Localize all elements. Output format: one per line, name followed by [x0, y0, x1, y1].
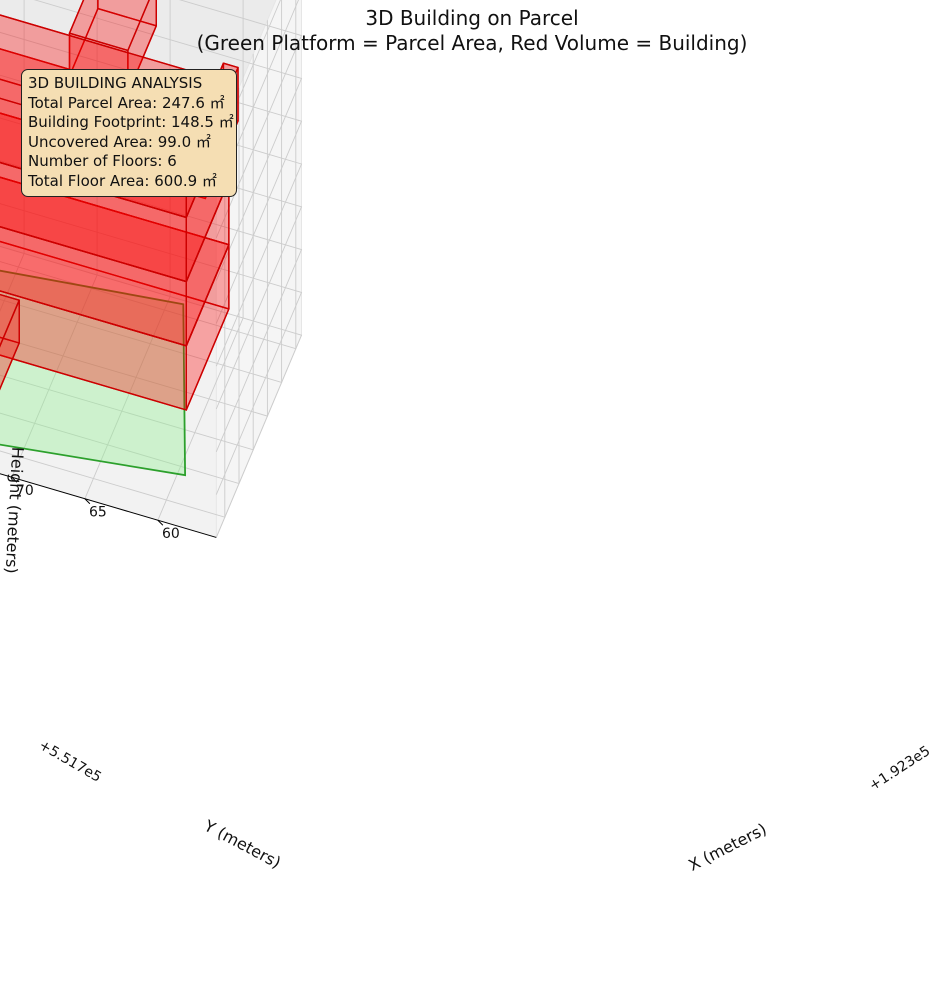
info-box: 3D BUILDING ANALYSIS Total Parcel Area: … [21, 69, 237, 197]
x-axis-title: X (meters) [685, 819, 769, 875]
info-line-uncovered: Uncovered Area: 99.0 ㎡ [28, 132, 211, 151]
x-tick [84, 498, 91, 505]
gridline-z [215, 0, 281, 153]
chart-title-line2: (Green Platform = Parcel Area, Red Volum… [196, 31, 748, 55]
gridline-z [179, 0, 303, 238]
gridline-z [0, 245, 303, 538]
gridline-z [0, 160, 303, 452]
parcel-platform [0, 269, 187, 477]
x-tick [11, 476, 18, 483]
x-tick [157, 519, 164, 526]
x-offset-label: +1.923e5 [866, 743, 933, 794]
building-face [68, 0, 150, 52]
info-line-total-floor: Total Floor Area: 600.9 ㎡ [28, 171, 217, 190]
gridline-z [33, 0, 303, 281]
x-tick-label: 60 [162, 526, 180, 542]
y-offset-label: +5.517e5 [36, 737, 104, 786]
building-face [0, 290, 188, 411]
building-face [0, 226, 188, 347]
x-axis-line [0, 473, 217, 538]
gridline-z [215, 0, 299, 196]
info-heading: 3D BUILDING ANALYSIS [28, 74, 203, 92]
info-line-parcel-area: Total Parcel Area: 247.6 ㎡ [28, 93, 225, 112]
y-axis-title: Y (meters) [200, 816, 284, 873]
building-face [0, 293, 20, 348]
gridline-z [0, 31, 303, 324]
info-line-footprint: Building Footprint: 148.5 ㎡ [28, 113, 234, 132]
building-face [0, 299, 20, 391]
x-tick-label: 70 [16, 483, 34, 499]
info-line-floors: Number of Floors: 6 [28, 152, 177, 171]
x-tick-label: 65 [89, 505, 107, 521]
gridline-z [0, 74, 303, 367]
gridline-z [0, 117, 303, 410]
chart-title-line1: 3D Building on Parcel [365, 6, 579, 30]
gridline-z [0, 203, 303, 495]
